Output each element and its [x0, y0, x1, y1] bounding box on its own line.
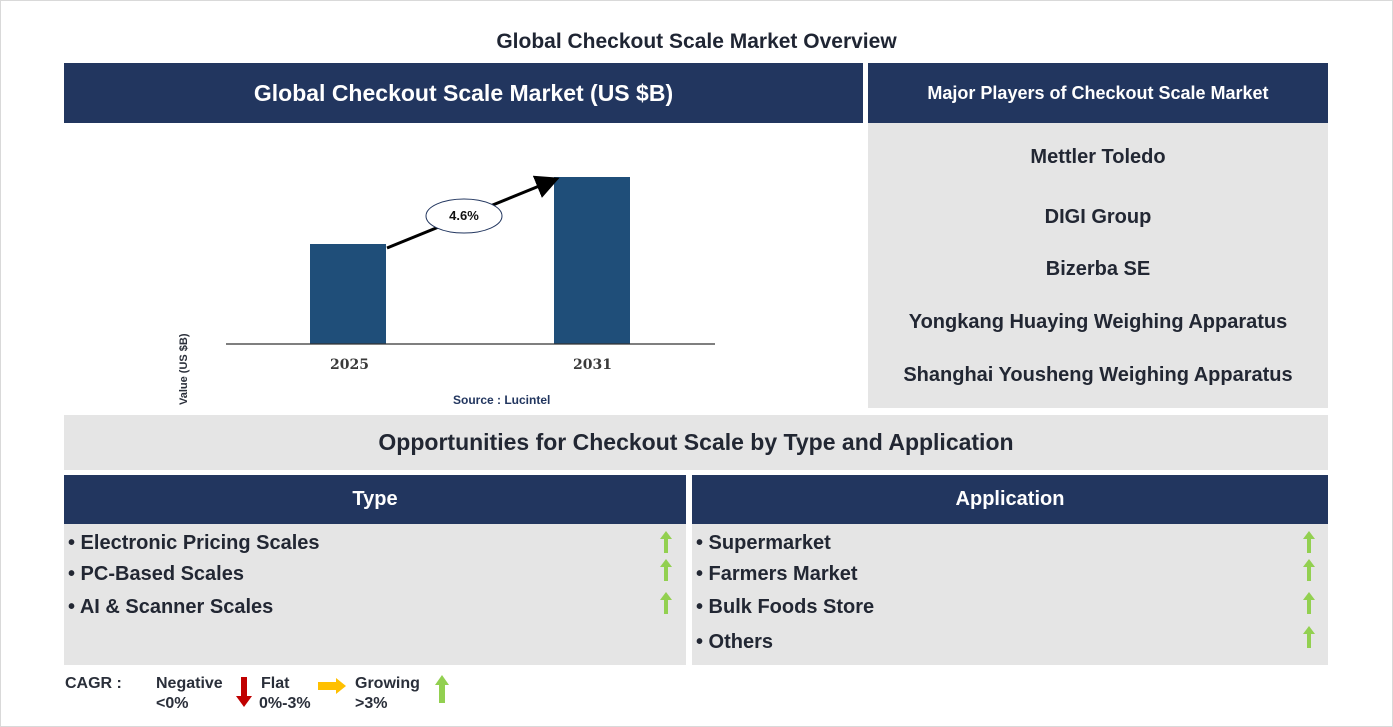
growing-arrow-icon: [1303, 559, 1315, 581]
application-item: • Others: [696, 631, 774, 653]
chart-canvas: [226, 175, 715, 345]
players-list: Mettler Toledo DIGI Group Bizerba SE Yon…: [868, 123, 1328, 408]
application-item: • Bulk Foods Store: [696, 596, 875, 618]
growing-arrow-icon: [1303, 531, 1315, 553]
x-tick-2025: 2025: [330, 357, 369, 373]
opportunities-title: Opportunities for Checkout Scale by Type…: [64, 415, 1328, 470]
growing-arrow-icon: [435, 675, 449, 703]
type-item: • Electronic Pricing Scales: [68, 532, 320, 554]
growing-arrow-icon: [1303, 626, 1315, 648]
growing-arrow-icon: [660, 559, 672, 581]
player-item: Bizerba SE: [1045, 258, 1151, 280]
application-list: • Supermarket • Farmers Market • Bulk Fo…: [692, 524, 1328, 665]
application-item: • Supermarket: [696, 532, 831, 554]
page-title: Global Checkout Scale Market Overview: [496, 30, 897, 53]
application-item: • Farmers Market: [696, 563, 858, 585]
application-header: Application: [692, 475, 1328, 524]
growing-arrow-icon: [660, 592, 672, 614]
cagr-label: 4.6%: [449, 208, 479, 223]
bar-2031: [554, 177, 630, 344]
cagr-ellipse: [425, 198, 503, 234]
player-item: Shanghai Yousheng Weighing Apparatus: [903, 364, 1293, 386]
growing-arrow-icon: [1303, 592, 1315, 614]
source-label: Source : Lucintel: [453, 393, 551, 407]
legend-cagr-label: CAGR :: [65, 675, 122, 692]
y-axis-label: Value (US $B): [178, 333, 190, 405]
type-list: • Electronic Pricing Scales • PC-Based S…: [64, 524, 686, 665]
flat-arrow-icon: [318, 678, 346, 694]
legend-growing-range: >3%: [355, 695, 388, 712]
market-chart-header: Global Checkout Scale Market (US $B): [64, 63, 863, 123]
legend-flat-label: Flat: [261, 675, 290, 692]
legend-negative-range: <0%: [156, 695, 189, 712]
type-header: Type: [64, 475, 686, 524]
player-item: DIGI Group: [1044, 206, 1152, 228]
growing-arrow-icon: [660, 531, 672, 553]
player-item: Mettler Toledo: [1030, 146, 1166, 168]
players-header: Major Players of Checkout Scale Market: [868, 63, 1328, 123]
x-tick-2031: 2031: [573, 357, 612, 373]
negative-arrow-icon: [236, 677, 252, 707]
market-bar-chart: Value (US $B) 4.6% 2025 2031 Source : Lu…: [178, 160, 730, 410]
player-item: Yongkang Huaying Weighing Apparatus: [908, 311, 1288, 333]
bar-2025: [310, 244, 386, 344]
type-item: • PC-Based Scales: [68, 563, 244, 585]
legend-negative-label: Negative: [156, 675, 223, 692]
legend-flat-range: 0%-3%: [259, 695, 311, 712]
type-item: • AI & Scanner Scales: [68, 596, 274, 618]
legend-growing-label: Growing: [355, 675, 420, 692]
